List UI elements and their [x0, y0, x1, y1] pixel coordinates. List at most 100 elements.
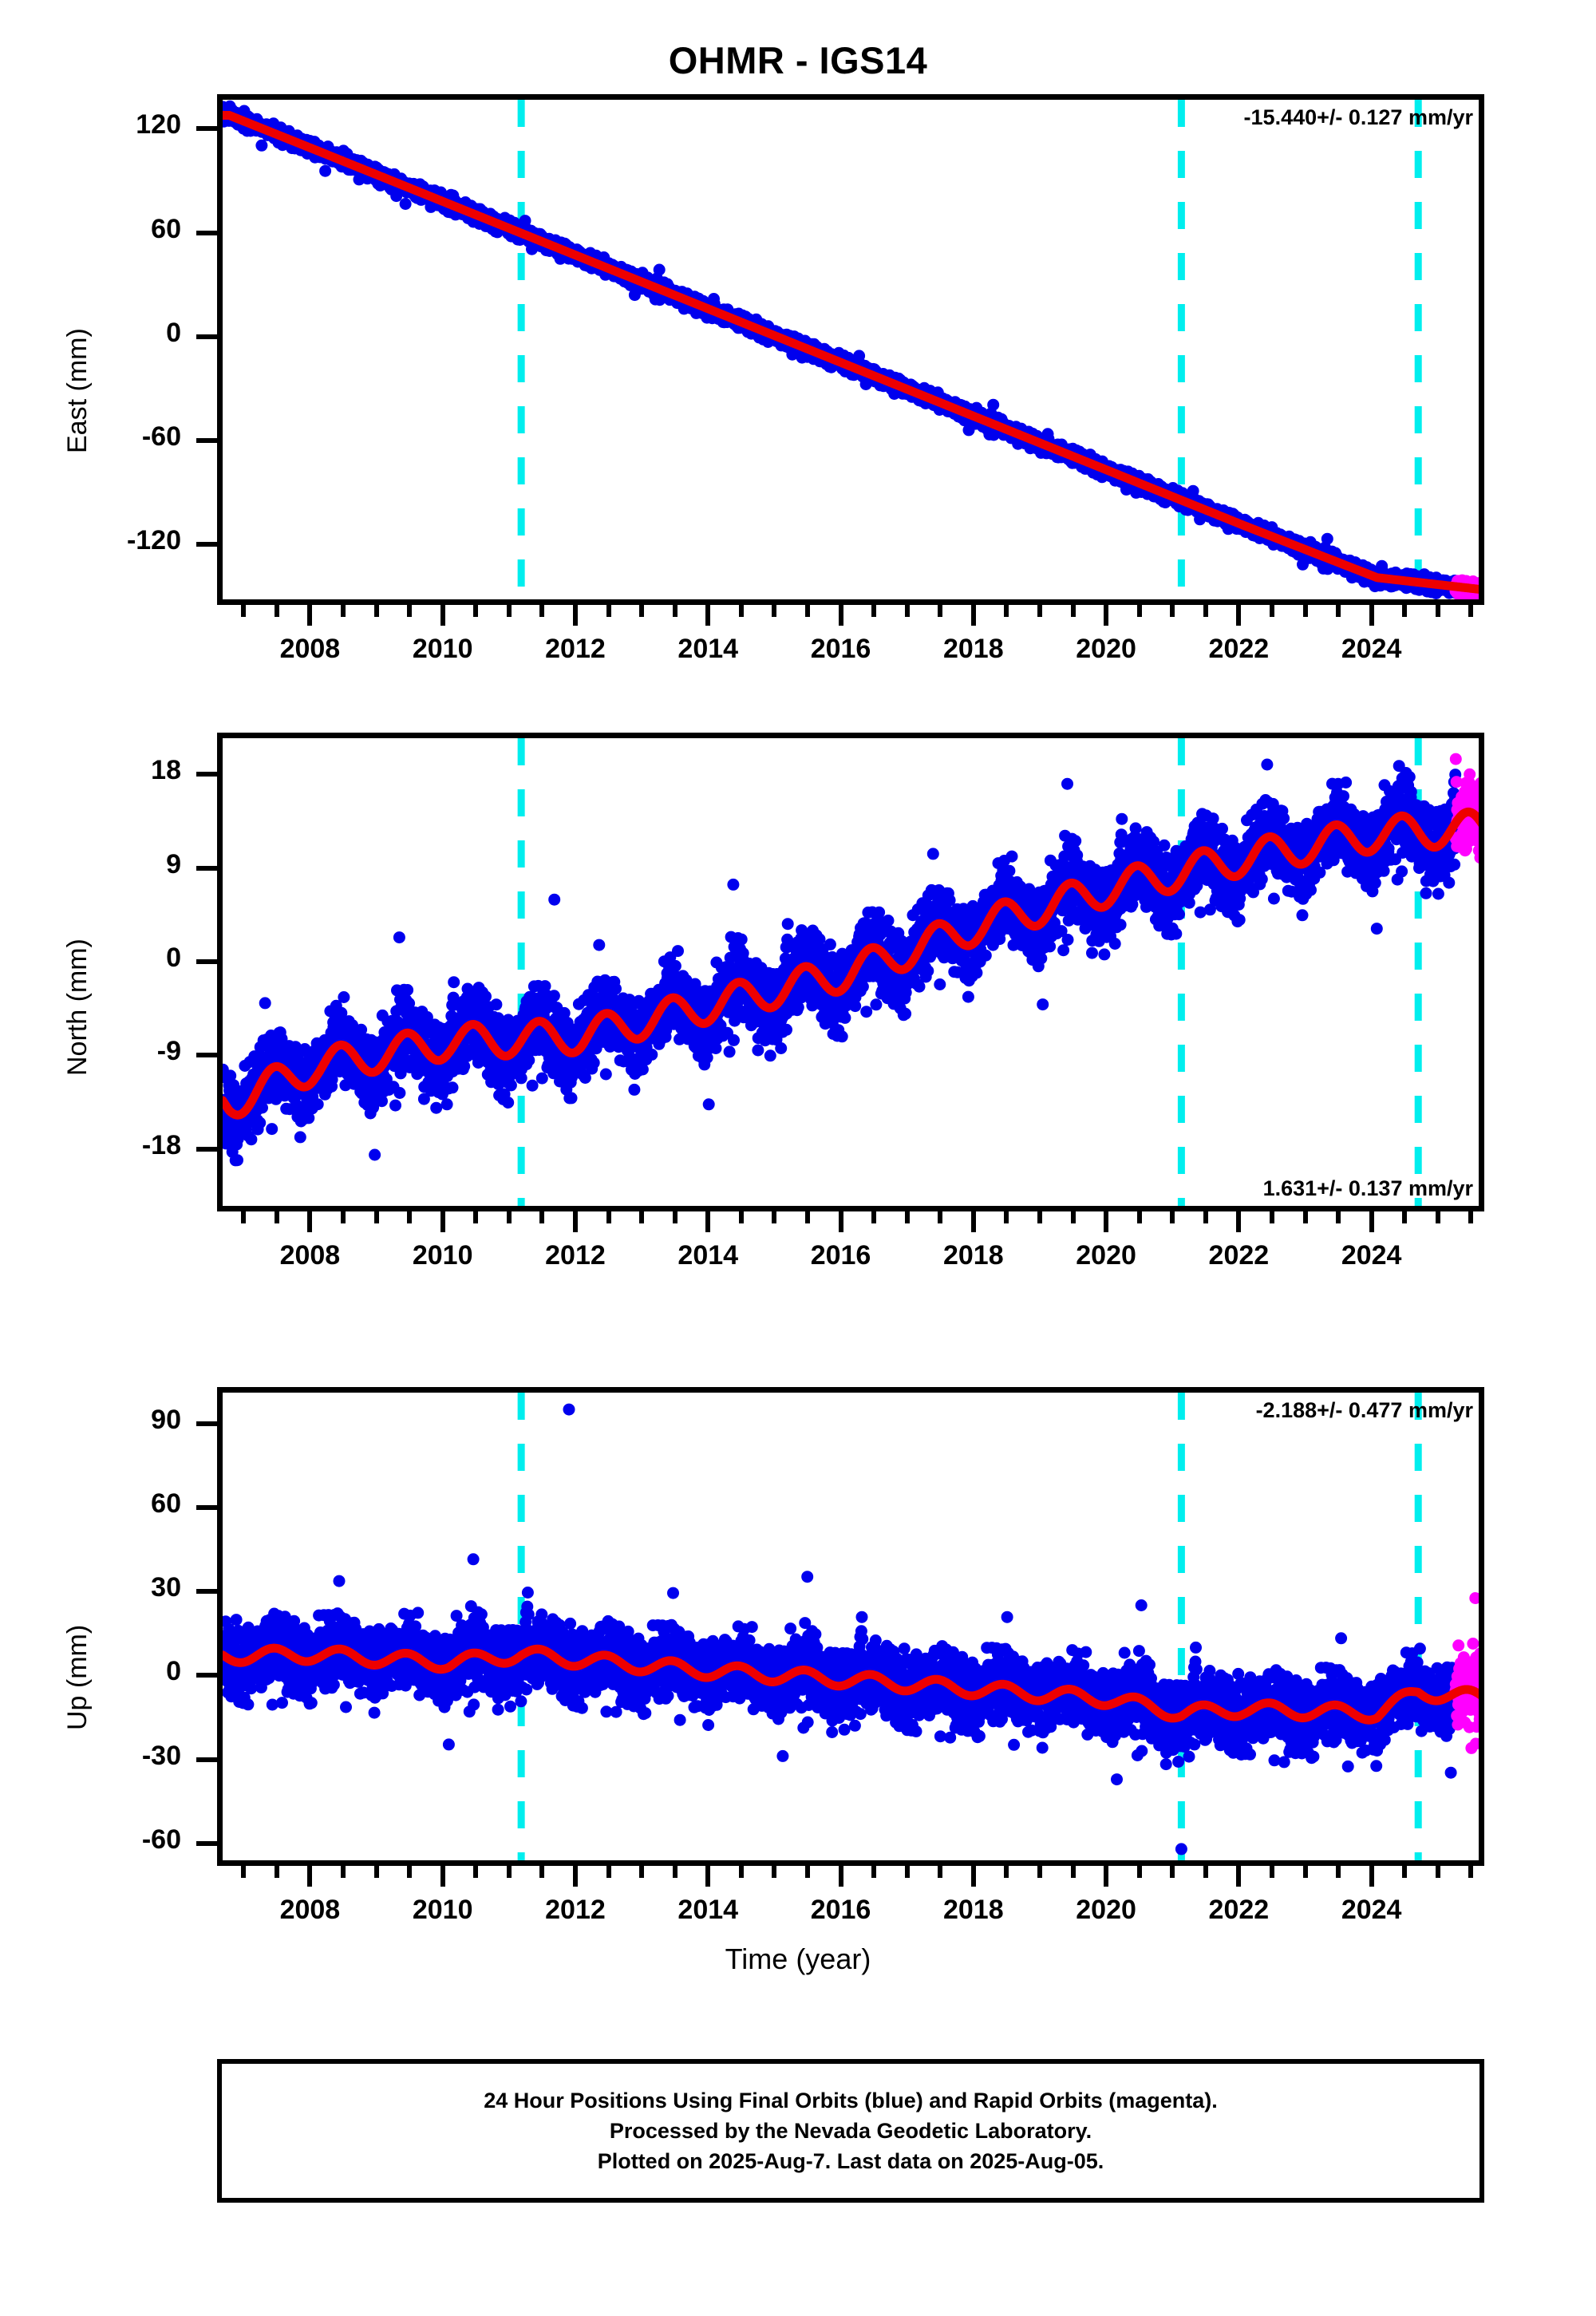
x-tick-mark [241, 605, 246, 617]
x-tick-mark [1203, 1866, 1208, 1878]
x-tick-label: 2012 [504, 1895, 647, 1926]
x-tick-mark [673, 605, 678, 617]
x-tick-mark [1303, 1866, 1308, 1878]
x-tick-mark [839, 605, 843, 626]
x-tick-mark [275, 1211, 279, 1223]
x-tick-mark [705, 1211, 710, 1232]
final-orbit-scatter [223, 738, 1461, 1166]
x-tick-mark [307, 605, 312, 626]
y-tick-label: 90 [18, 1405, 181, 1436]
y-tick-mark [196, 1841, 217, 1846]
x-tick-mark [241, 1211, 246, 1223]
x-tick-mark [1104, 605, 1108, 626]
y-tick-mark [196, 1505, 217, 1510]
data-layer-up [223, 1393, 1484, 1866]
x-tick-label: 2024 [1300, 1895, 1444, 1926]
x-tick-mark [473, 1866, 478, 1878]
y-tick-label: -18 [18, 1130, 181, 1161]
x-tick-mark [1436, 1866, 1440, 1878]
x-tick-mark [1436, 1211, 1440, 1223]
x-tick-mark [905, 1211, 910, 1223]
x-tick-mark [573, 1866, 578, 1887]
y-tick-mark [196, 126, 217, 131]
x-tick-mark [307, 1866, 312, 1887]
x-tick-label: 2008 [238, 634, 381, 665]
x-tick-mark [1336, 1866, 1341, 1878]
x-tick-mark [473, 1211, 478, 1223]
y-axis-title-north: North (mm) [62, 939, 93, 1076]
x-tick-label: 2016 [769, 1895, 913, 1926]
x-tick-mark [1270, 605, 1274, 617]
x-tick-mark [275, 605, 279, 617]
x-tick-mark [1004, 605, 1009, 617]
y-tick-mark [196, 866, 217, 871]
x-tick-mark [639, 1211, 644, 1223]
x-tick-mark [705, 1866, 710, 1887]
x-tick-label: 2008 [238, 1240, 381, 1271]
y-tick-label: -60 [18, 1824, 181, 1856]
x-tick-mark [1468, 1866, 1473, 1878]
y-tick-label: 18 [18, 755, 181, 786]
y-tick-label: 0 [18, 943, 181, 974]
x-tick-mark [871, 605, 876, 617]
caption-line: Plotted on 2025-Aug-7. Last data on 2025… [598, 2146, 1104, 2176]
y-tick-label: 120 [18, 109, 181, 140]
x-tick-mark [971, 1211, 976, 1232]
x-tick-mark [1137, 1211, 1142, 1223]
x-tick-label: 2020 [1034, 1240, 1178, 1271]
x-tick-label: 2014 [636, 634, 780, 665]
caption-box: 24 Hour Positions Using Final Orbits (bl… [217, 2059, 1484, 2203]
x-tick-mark [1170, 1211, 1175, 1223]
x-tick-label: 2018 [902, 1240, 1045, 1271]
y-tick-label: -9 [18, 1036, 181, 1067]
x-tick-label: 2020 [1034, 1895, 1178, 1926]
y-tick-mark [196, 438, 217, 443]
x-tick-mark [1270, 1211, 1274, 1223]
x-tick-mark [374, 1211, 379, 1223]
x-tick-mark [705, 605, 710, 626]
x-tick-mark [341, 605, 346, 617]
x-tick-mark [1104, 1866, 1108, 1887]
x-tick-label: 2018 [902, 634, 1045, 665]
x-tick-mark [772, 605, 776, 617]
x-tick-label: 2022 [1167, 1895, 1310, 1926]
x-tick-mark [938, 1866, 942, 1878]
x-tick-mark [673, 1866, 678, 1878]
x-tick-label: 2010 [371, 634, 515, 665]
x-tick-label: 2010 [371, 1240, 515, 1271]
x-tick-mark [341, 1211, 346, 1223]
x-tick-label: 2010 [371, 1895, 515, 1926]
y-tick-label: 0 [18, 1656, 181, 1687]
y-tick-label: 60 [18, 1488, 181, 1520]
y-axis-title-up: Up (mm) [62, 1625, 93, 1730]
y-tick-mark [196, 1673, 217, 1678]
caption-line: Processed by the Nevada Geodetic Laborat… [610, 2116, 1092, 2146]
x-tick-mark [539, 1866, 544, 1878]
x-tick-mark [374, 605, 379, 617]
y-tick-label: -30 [18, 1741, 181, 1772]
caption-line: 24 Hour Positions Using Final Orbits (bl… [484, 2085, 1218, 2116]
x-tick-mark [1104, 1211, 1108, 1232]
x-tick-mark [1170, 1866, 1175, 1878]
x-tick-mark [1037, 1866, 1042, 1878]
x-tick-mark [1468, 605, 1473, 617]
rate-annotation-east: -15.440+/- 0.127 mm/yr [1244, 105, 1473, 130]
x-tick-mark [440, 605, 445, 626]
x-tick-mark [971, 1866, 976, 1887]
y-tick-mark [196, 1053, 217, 1057]
x-tick-mark [606, 1211, 611, 1223]
x-tick-mark [1270, 1866, 1274, 1878]
y-tick-mark [196, 542, 217, 547]
x-tick-mark [1369, 605, 1374, 626]
x-tick-mark [805, 1211, 810, 1223]
x-tick-mark [573, 605, 578, 626]
x-tick-mark [639, 1866, 644, 1878]
x-tick-mark [871, 1211, 876, 1223]
x-axis-title: Time (year) [0, 1943, 1596, 1976]
x-tick-mark [1468, 1211, 1473, 1223]
x-tick-mark [275, 1866, 279, 1878]
x-tick-label: 2008 [238, 1895, 381, 1926]
x-tick-mark [1303, 605, 1308, 617]
data-layer-north [223, 738, 1484, 1211]
